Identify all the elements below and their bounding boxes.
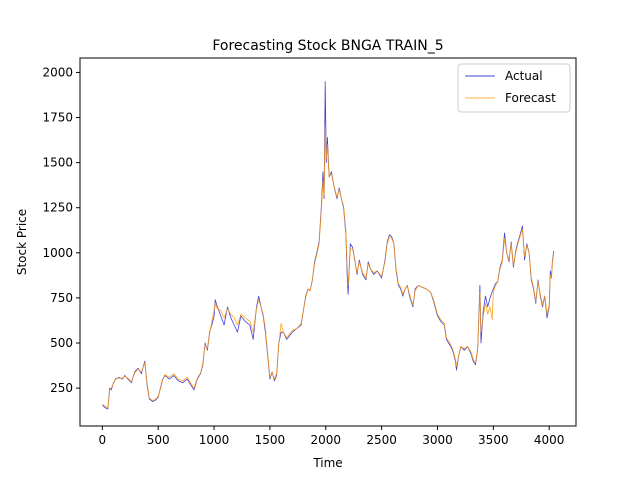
plot-background <box>80 58 576 426</box>
y-tick-label: 750 <box>50 291 73 305</box>
x-axis-label: Time <box>312 456 342 470</box>
y-axis: 250 500 750 1000 1250 1500 1750 2000 <box>42 65 80 395</box>
x-tick-label: 2500 <box>366 433 397 447</box>
chart-title: Forecasting Stock BNGA TRAIN_5 <box>212 38 443 54</box>
x-tick-label: 4000 <box>534 433 565 447</box>
series-line-forecast <box>102 126 555 409</box>
x-tick-label: 500 <box>147 433 170 447</box>
plot-area <box>79 57 577 427</box>
y-tick-label: 1000 <box>42 246 73 260</box>
x-tick-label: 3500 <box>478 433 509 447</box>
y-tick-label: 1750 <box>42 111 73 125</box>
y-tick-label: 2000 <box>42 65 73 79</box>
y-axis-label: Stock Price <box>15 209 29 275</box>
y-tick-label: 500 <box>50 336 73 350</box>
y-tick-label: 1500 <box>42 156 73 170</box>
x-tick-label: 0 <box>99 433 107 447</box>
series-layer <box>102 81 555 410</box>
y-tick-label: 1250 <box>42 201 73 215</box>
legend-label-forecast: Forecast <box>505 91 556 105</box>
y-tick-label: 250 <box>50 381 73 395</box>
legend-label-actual: Actual <box>505 69 543 83</box>
plot-frame <box>79 57 577 427</box>
legend: Actual Forecast <box>457 63 571 113</box>
x-tick-label: 2000 <box>310 433 341 447</box>
x-tick-label: 3000 <box>422 433 453 447</box>
x-tick-label: 1000 <box>199 433 230 447</box>
x-axis: 0 500 1000 1500 2000 2500 3000 3500 4000 <box>99 426 565 447</box>
x-tick-label: 1500 <box>255 433 286 447</box>
